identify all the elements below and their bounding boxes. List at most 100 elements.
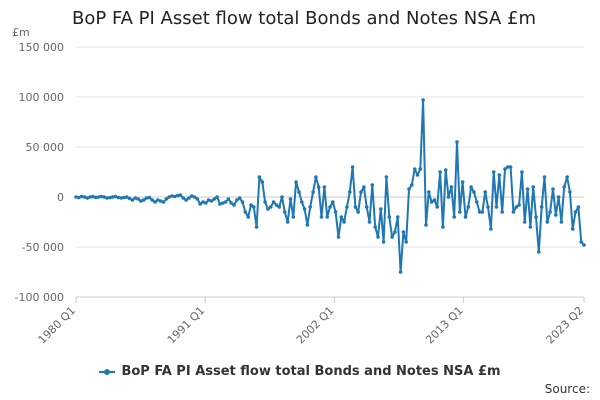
data-point: [348, 190, 352, 194]
data-point: [570, 227, 575, 231]
data-point: [534, 215, 538, 219]
y-tick-label: 150 000: [19, 41, 65, 54]
data-point: [271, 200, 276, 204]
data-point: [232, 203, 236, 207]
data-point: [105, 196, 109, 200]
data-point: [483, 190, 488, 194]
series-line: [75, 99, 585, 273]
data-point: [294, 180, 298, 184]
data-point: [235, 198, 239, 202]
data-point: [119, 196, 123, 200]
data-point: [486, 205, 490, 209]
data-point: [427, 190, 431, 194]
data-point: [206, 198, 211, 202]
data-point: [280, 195, 284, 199]
data-point: [542, 175, 547, 179]
data-point: [252, 205, 256, 209]
data-point: [158, 199, 163, 203]
data-point: [331, 200, 335, 204]
data-point: [136, 197, 140, 201]
data-point: [500, 210, 505, 214]
data-point: [525, 187, 530, 191]
data-point: [221, 201, 225, 205]
data-point: [91, 194, 95, 199]
data-point: [398, 270, 403, 274]
data-point: [579, 240, 583, 244]
data-point: [446, 195, 451, 199]
data-point: [147, 195, 152, 200]
data-point: [463, 215, 468, 219]
data-point: [353, 205, 358, 209]
data-point: [455, 140, 459, 144]
data-point: [472, 190, 476, 194]
data-point: [508, 165, 513, 169]
data-point: [108, 195, 112, 200]
data-point: [274, 203, 279, 207]
data-point: [125, 195, 129, 199]
data-point: [204, 201, 208, 205]
data-point: [517, 203, 521, 207]
data-point: [291, 215, 296, 219]
grid-lines: [76, 46, 584, 298]
data-point: [237, 196, 242, 200]
data-point: [367, 220, 372, 224]
data-point: [178, 193, 183, 197]
data-point: [229, 201, 233, 205]
data-point: [568, 190, 572, 194]
data-point: [102, 195, 106, 199]
y-tick-label: 100 000: [19, 91, 65, 104]
data-point: [209, 199, 214, 203]
data-point: [336, 235, 341, 239]
x-tick-label: 2023 Q2: [544, 304, 587, 347]
legend-line-marker-icon: [99, 368, 116, 375]
data-point: [260, 180, 265, 184]
legend[interactable]: BoP FA PI Asset flow total Bonds and Not…: [0, 364, 600, 379]
data-point: [528, 225, 533, 229]
data-point: [77, 195, 81, 200]
data-point: [263, 200, 267, 204]
data-point: [170, 194, 174, 198]
data-point: [319, 215, 324, 219]
data-point: [94, 195, 98, 200]
x-tick-label: 2002 Q1: [294, 304, 337, 347]
data-point: [412, 167, 417, 171]
data-point: [181, 196, 185, 200]
data-point: [395, 215, 400, 219]
data-point: [322, 185, 327, 189]
data-point: [74, 195, 78, 199]
data-point: [96, 195, 101, 199]
data-point: [387, 215, 392, 219]
data-point: [226, 197, 231, 201]
legend-series-label: BoP FA PI Asset flow total Bonds and Not…: [121, 364, 501, 379]
data-point: [522, 220, 527, 224]
data-point: [565, 175, 569, 179]
data-point: [520, 170, 524, 174]
data-point: [240, 200, 245, 204]
data-point: [325, 215, 330, 219]
data-point: [407, 187, 411, 191]
chart-title: BoP FA PI Asset flow total Bonds and Not…: [72, 8, 536, 29]
data-point: [308, 205, 313, 209]
data-point: [85, 196, 90, 200]
data-point: [362, 185, 366, 189]
data-point: [551, 187, 555, 191]
data-point: [189, 194, 194, 198]
data-point: [424, 223, 428, 227]
data-point: [192, 195, 197, 199]
data-point: [153, 200, 157, 204]
data-point: [266, 207, 270, 211]
data-point: [418, 167, 423, 171]
data-point: [491, 170, 496, 174]
data-point: [167, 195, 171, 199]
y-tick-label: -100 000: [15, 291, 64, 304]
y-tick-label: 0: [57, 191, 64, 204]
data-point: [88, 195, 92, 199]
data-point: [503, 167, 507, 171]
data-point: [458, 210, 462, 214]
series-layer: [74, 98, 586, 274]
data-point: [113, 194, 118, 199]
data-point: [376, 235, 380, 239]
data-point: [198, 202, 202, 206]
data-point: [300, 200, 304, 204]
data-point: [201, 200, 205, 204]
